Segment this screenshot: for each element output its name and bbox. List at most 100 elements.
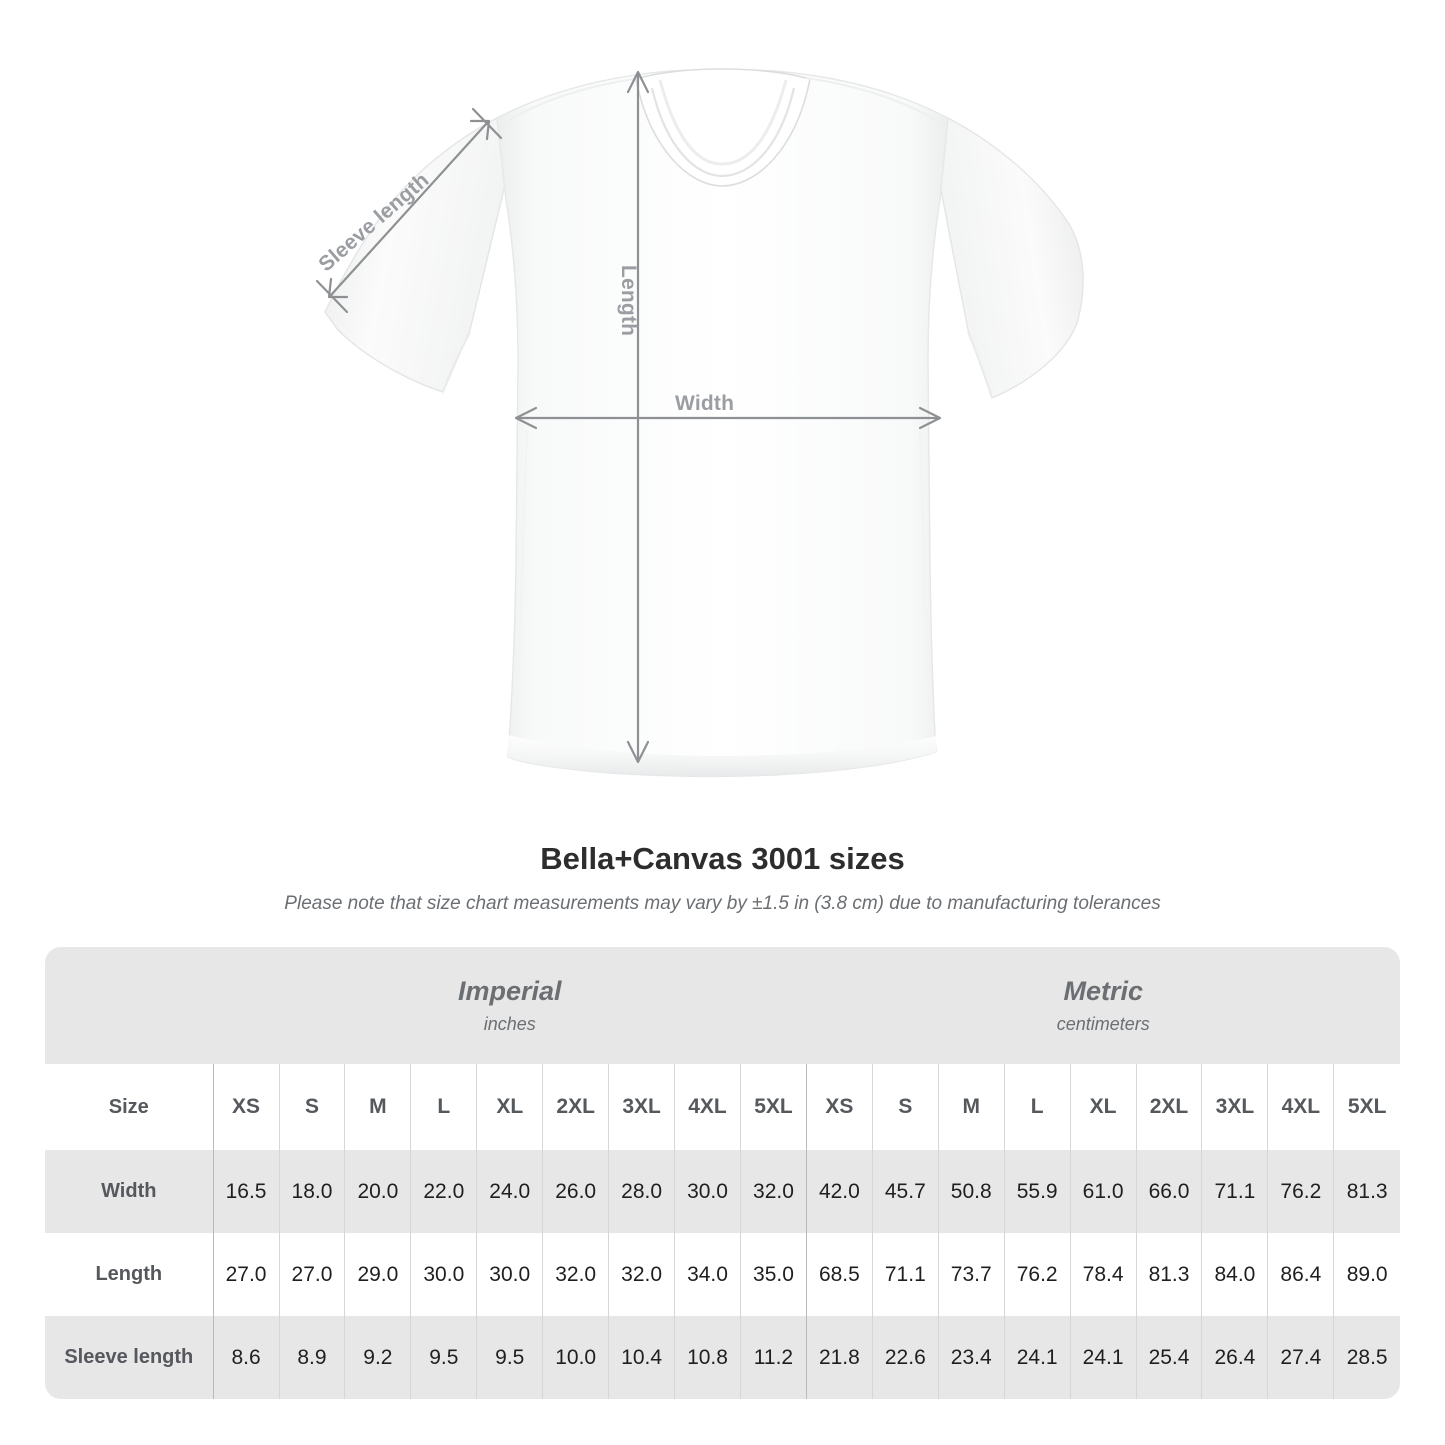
cell-sleeve-l-imperial: 9.5 [410, 1316, 477, 1399]
cell-width-2xl-imperial: 26.0 [542, 1150, 609, 1233]
cell-length-2xl-imperial: 32.0 [542, 1233, 609, 1316]
unit-group-imperial-name: Imperial [457, 976, 562, 1006]
length-dimension-label: Length [617, 265, 640, 337]
cell-width-s-metric: 45.7 [871, 1150, 939, 1233]
cell-length-4xl-imperial: 34.0 [674, 1233, 741, 1316]
cell-width-xs-imperial: 16.5 [212, 1150, 280, 1233]
size-header-4xl-metric: 4XL [1267, 1064, 1334, 1150]
cell-sleeve-xs-metric: 21.8 [805, 1316, 873, 1399]
garment-body [324, 68, 1084, 778]
cell-sleeve-4xl-imperial: 10.8 [674, 1316, 741, 1399]
size-header-s-metric: S [871, 1064, 939, 1150]
cell-length-2xl-metric: 81.3 [1135, 1233, 1202, 1316]
cell-length-xs-metric: 68.5 [805, 1233, 873, 1316]
size-header-2xl-metric: 2XL [1135, 1064, 1202, 1150]
cell-width-xl-imperial: 24.0 [476, 1150, 543, 1233]
cell-sleeve-3xl-metric: 26.4 [1201, 1316, 1268, 1399]
size-chart-table: Imperial inches Metric centimeters Size … [45, 947, 1400, 1399]
cell-sleeve-xs-imperial: 8.6 [212, 1316, 280, 1399]
cell-length-3xl-imperial: 32.0 [608, 1233, 675, 1316]
size-header-5xl-metric: 5XL [1333, 1064, 1400, 1150]
size-header-3xl-metric: 3XL [1201, 1064, 1268, 1150]
cell-width-l-metric: 55.9 [1003, 1150, 1071, 1233]
cell-width-xl-metric: 61.0 [1069, 1150, 1137, 1233]
size-header-4xl-imperial: 4XL [674, 1064, 741, 1150]
cell-sleeve-s-imperial: 8.9 [278, 1316, 345, 1399]
cell-width-4xl-metric: 76.2 [1267, 1150, 1334, 1233]
cell-length-s-metric: 71.1 [871, 1233, 939, 1316]
width-arrow [514, 406, 942, 430]
cell-sleeve-l-metric: 24.1 [1003, 1316, 1071, 1399]
size-header-s-imperial: S [278, 1064, 345, 1150]
row-label-sleeve-length: Sleeve length [45, 1316, 214, 1399]
sleeve-length-arrow [315, 107, 503, 314]
cell-width-3xl-imperial: 28.0 [608, 1150, 675, 1233]
page-title: Bella+Canvas 3001 sizes [540, 841, 905, 876]
size-header-xl-metric: XL [1069, 1064, 1137, 1150]
cell-length-xl-metric: 78.4 [1069, 1233, 1137, 1316]
cell-sleeve-s-metric: 22.6 [871, 1316, 939, 1399]
cell-sleeve-2xl-metric: 25.4 [1135, 1316, 1202, 1399]
tshirt-illustration [315, 68, 1084, 778]
unit-group-row: Imperial inches Metric centimeters [45, 947, 1400, 1064]
cell-length-xl-imperial: 30.0 [476, 1233, 543, 1316]
size-header-m-imperial: M [344, 1064, 411, 1150]
size-header-xl-imperial: XL [476, 1064, 543, 1150]
table-row-sleeve-length: Sleeve length 8.6 8.9 9.2 9.5 9.5 10.0 1… [45, 1316, 1400, 1399]
unit-group-metric-name: Metric [1063, 976, 1143, 1006]
cell-length-5xl-imperial: 35.0 [739, 1233, 807, 1316]
cell-sleeve-5xl-metric: 28.5 [1333, 1316, 1400, 1399]
size-header-l-imperial: L [410, 1064, 477, 1150]
size-header-xs-imperial: XS [212, 1064, 280, 1150]
table-row-width: Width 16.5 18.0 20.0 22.0 24.0 26.0 28.0… [45, 1150, 1400, 1233]
chart-title-block: Bella+Canvas 3001 sizes Please note that… [0, 840, 1445, 916]
row-label-width: Width [45, 1150, 214, 1233]
cell-sleeve-2xl-imperial: 10.0 [542, 1316, 609, 1399]
cell-width-5xl-imperial: 32.0 [739, 1150, 807, 1233]
unit-group-imperial: Imperial inches [213, 947, 807, 1064]
size-header-row: Size XS S M L XL 2XL 3XL 4XL 5XL XS S M … [45, 1064, 1400, 1150]
cell-sleeve-m-imperial: 9.2 [344, 1316, 411, 1399]
width-dimension-label: Width [675, 392, 735, 415]
column-header-size: Size [45, 1064, 214, 1150]
cell-sleeve-4xl-metric: 27.4 [1267, 1316, 1334, 1399]
size-header-m-metric: M [937, 1064, 1005, 1150]
size-header-l-metric: L [1003, 1064, 1071, 1150]
size-header-2xl-imperial: 2XL [542, 1064, 609, 1150]
unit-group-metric: Metric centimeters [806, 947, 1400, 1064]
cell-width-2xl-metric: 66.0 [1135, 1150, 1202, 1233]
size-chart-table-wrapper: Imperial inches Metric centimeters Size … [45, 947, 1400, 1399]
cell-width-l-imperial: 22.0 [410, 1150, 477, 1233]
cell-length-5xl-metric: 89.0 [1333, 1233, 1400, 1316]
cell-length-l-metric: 76.2 [1003, 1233, 1071, 1316]
cell-length-l-imperial: 30.0 [410, 1233, 477, 1316]
row-label-length: Length [45, 1233, 214, 1316]
cell-width-s-imperial: 18.0 [278, 1150, 345, 1233]
cell-length-4xl-metric: 86.4 [1267, 1233, 1334, 1316]
size-header-xs-metric: XS [805, 1064, 873, 1150]
dimension-arrows [315, 70, 942, 764]
unit-group-metric-sub: centimeters [1056, 1014, 1150, 1034]
cell-width-4xl-imperial: 30.0 [674, 1150, 741, 1233]
size-header-5xl-imperial: 5XL [739, 1064, 807, 1150]
cell-width-m-metric: 50.8 [937, 1150, 1005, 1233]
tshirt-diagram: Width Length Sleeve length [314, 68, 1084, 778]
cell-width-5xl-metric: 81.3 [1333, 1150, 1400, 1233]
size-header-3xl-imperial: 3XL [608, 1064, 675, 1150]
cell-length-xs-imperial: 27.0 [212, 1233, 280, 1316]
cell-length-m-metric: 73.7 [937, 1233, 1005, 1316]
cell-width-m-imperial: 20.0 [344, 1150, 411, 1233]
cell-width-3xl-metric: 71.1 [1201, 1150, 1268, 1233]
cell-width-xs-metric: 42.0 [805, 1150, 873, 1233]
cell-length-3xl-metric: 84.0 [1201, 1233, 1268, 1316]
cell-length-m-imperial: 29.0 [344, 1233, 411, 1316]
cell-sleeve-xl-imperial: 9.5 [476, 1316, 543, 1399]
cell-sleeve-xl-metric: 24.1 [1069, 1316, 1137, 1399]
tolerance-note: Please note that size chart measurements… [284, 893, 1161, 914]
cell-sleeve-m-metric: 23.4 [937, 1316, 1005, 1399]
cell-sleeve-3xl-imperial: 10.4 [608, 1316, 675, 1399]
cell-length-s-imperial: 27.0 [278, 1233, 345, 1316]
unit-band-spacer [45, 947, 214, 1064]
cell-sleeve-5xl-imperial: 11.2 [739, 1316, 807, 1399]
unit-group-imperial-sub: inches [483, 1014, 536, 1034]
